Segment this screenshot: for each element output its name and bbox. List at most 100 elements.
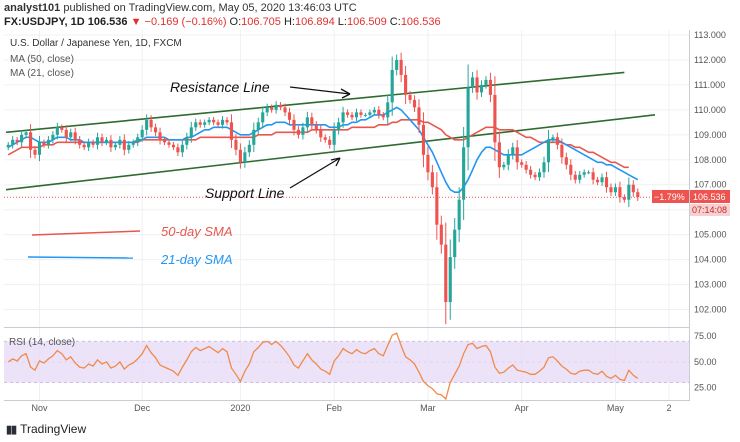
candle-body xyxy=(341,112,345,123)
candle-body xyxy=(149,119,153,128)
candle-body xyxy=(515,147,519,163)
candle-body xyxy=(354,112,359,118)
candle-body xyxy=(578,174,582,180)
sma50-key-line xyxy=(31,230,141,236)
candle-body xyxy=(488,79,492,95)
price-tick-label: 113.000 xyxy=(694,30,726,40)
candle-body xyxy=(502,164,506,168)
candle-body xyxy=(73,132,77,140)
candle-body xyxy=(194,122,198,128)
candle-body xyxy=(622,197,626,200)
candle-body xyxy=(95,137,100,145)
price-tick-label: 112.000 xyxy=(694,55,726,65)
candle-body xyxy=(247,144,251,153)
candle-body xyxy=(404,74,408,95)
price-tag-bg xyxy=(690,190,730,203)
candle-body xyxy=(131,142,135,145)
rsi-axis[interactable]: 25.00 50.00 75.00 xyxy=(694,331,717,392)
rsi-line xyxy=(7,332,639,401)
price-tick-label: 103.000 xyxy=(694,280,727,290)
sma21-key-line xyxy=(27,256,134,259)
candle-body xyxy=(497,142,501,168)
candle-body xyxy=(345,112,350,115)
price-axis[interactable]: 102.000103.000104.000105.000106.000107.0… xyxy=(694,30,727,315)
candle-body xyxy=(412,99,417,108)
candle-body xyxy=(524,164,528,170)
candle-body xyxy=(154,127,158,133)
candle-body xyxy=(363,114,367,116)
candle-body xyxy=(162,139,167,143)
support-label: Support Line xyxy=(205,185,285,201)
tradingview-logo[interactable]: ▮▮ TradingView xyxy=(6,422,86,436)
candle-body xyxy=(319,129,323,138)
candle-body xyxy=(613,187,618,193)
candle-body xyxy=(631,184,635,193)
candle-body xyxy=(618,187,622,198)
publish-header: analyst101 published on TradingView.com,… xyxy=(4,2,357,14)
ma50-legend: MA (50, close) xyxy=(10,54,74,65)
candle-body xyxy=(587,172,591,174)
candle-body xyxy=(529,169,533,175)
candle-body xyxy=(399,59,403,75)
candle-body xyxy=(466,87,470,148)
candle-body xyxy=(261,112,265,123)
candle-body xyxy=(140,129,144,138)
candle-body xyxy=(475,77,479,93)
candle-body xyxy=(252,129,256,145)
ohlc-close: 106.536 xyxy=(400,16,441,28)
ohlc-low: 106.509 xyxy=(346,16,387,28)
candle-body xyxy=(372,109,376,113)
time-tick-label: Nov xyxy=(31,403,48,413)
publisher-name[interactable]: analyst101 xyxy=(4,2,61,14)
candle-body xyxy=(203,122,207,125)
candle-body xyxy=(24,132,28,135)
candle-body xyxy=(471,77,475,88)
time-tick-label: May xyxy=(607,403,625,413)
candle-body xyxy=(564,157,568,165)
candle-body xyxy=(417,107,421,125)
candle-body xyxy=(87,142,91,148)
countdown-tag-bg xyxy=(690,204,730,216)
sma50-key-label: 50-day SMA xyxy=(161,224,233,239)
candle-body xyxy=(305,117,309,128)
time-axis[interactable]: Nov Dec 2020 Feb Mar Apr May 2 xyxy=(31,403,671,413)
candle-body xyxy=(381,114,385,118)
candle-body xyxy=(238,149,242,163)
price-change: ▼ −0.169 (−0.16%) xyxy=(130,16,227,28)
candle-body xyxy=(20,134,24,143)
price-tag: 106.536 xyxy=(693,192,726,202)
candle-body xyxy=(408,94,412,100)
candle-body xyxy=(310,117,314,125)
candle-body xyxy=(511,147,515,155)
candle-body xyxy=(323,137,327,140)
candles xyxy=(6,52,640,325)
candle-body xyxy=(51,134,55,140)
resistance-arrowhead xyxy=(340,88,351,99)
price-tick-label: 108.000 xyxy=(694,155,727,165)
support-arrowhead xyxy=(330,157,341,167)
time-tick-label: Dec xyxy=(134,403,151,413)
candle-body xyxy=(627,184,631,200)
candle-body xyxy=(600,177,604,183)
candle-body xyxy=(457,199,461,230)
candle-body xyxy=(520,162,524,165)
candle-body xyxy=(546,139,551,163)
candle-body xyxy=(314,124,318,130)
rsi-tick-label: 75.00 xyxy=(694,331,717,341)
ma21-line xyxy=(7,106,639,193)
candle-body xyxy=(55,127,59,135)
candle-body xyxy=(243,152,247,163)
symbol[interactable]: FX:USDJPY, 1D xyxy=(4,16,85,28)
candle-body xyxy=(145,119,149,130)
candle-body xyxy=(136,137,140,143)
candle-body xyxy=(301,127,305,135)
candle-body xyxy=(636,192,640,198)
candle-body xyxy=(569,164,573,175)
price-tick-label: 107.000 xyxy=(694,180,727,190)
candle-body xyxy=(493,94,497,143)
candle-body xyxy=(337,122,341,130)
ohlc-open: 106.705 xyxy=(241,16,281,28)
candle-body xyxy=(104,139,109,143)
published-text: published on TradingView.com, May 05, 20… xyxy=(63,2,357,14)
candle-body xyxy=(448,257,452,303)
